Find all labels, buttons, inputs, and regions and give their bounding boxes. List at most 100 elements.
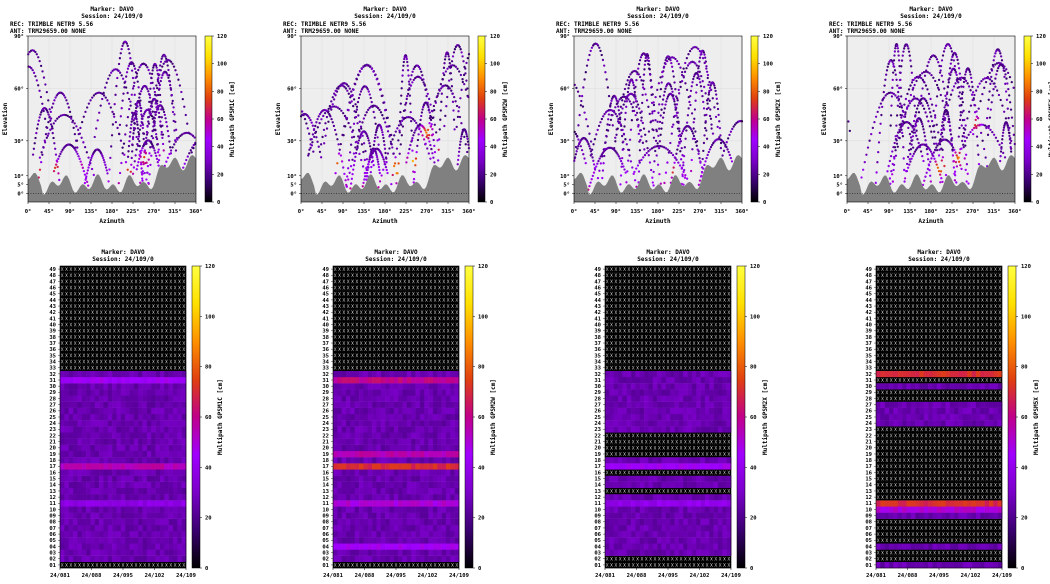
- skyplot-track-point: [650, 169, 652, 171]
- timeplot-cell: [116, 525, 121, 531]
- skyplot-track-point: [633, 84, 635, 86]
- skyplot-track-point: [113, 113, 115, 115]
- timeplot-cell: [125, 383, 130, 389]
- skyplot-track-point: [588, 133, 590, 135]
- skyplot-track-point: [88, 102, 90, 104]
- timeplot-cell: [130, 395, 135, 401]
- timeplot-cell: [112, 543, 117, 549]
- skyplot-track-point: [177, 79, 179, 81]
- skyplot-track-point: [938, 154, 940, 156]
- timeplot-cell: [103, 383, 108, 389]
- timeplot-cell: [82, 500, 87, 506]
- skyplot-track-point: [885, 94, 887, 96]
- skyplot-colorbar-tick-label: 100: [1036, 62, 1046, 68]
- skyplot-track-point: [399, 153, 401, 155]
- skyplot-track-point: [400, 143, 402, 145]
- timeplot-cell: [143, 519, 148, 525]
- skyplot-track-point: [137, 86, 139, 88]
- skyplot-track-point: [909, 84, 911, 86]
- timeplot-cell: [151, 389, 156, 395]
- skyplot-track-point: [1000, 55, 1002, 57]
- skyplot-track-point: [602, 115, 604, 117]
- timeplot-cell: [95, 395, 100, 401]
- timeplot-cell: [169, 383, 174, 389]
- skyplot-track-point: [132, 173, 134, 175]
- timeplot-cell: [82, 525, 87, 531]
- skyplot-track-point: [921, 72, 923, 74]
- skyplot-x-tick-label: 225°: [672, 209, 685, 215]
- timeplot-cell: [108, 537, 113, 543]
- skyplot-track-point: [401, 116, 403, 118]
- skyplot-track-point: [148, 173, 150, 175]
- skyplot-track-point: [582, 105, 584, 107]
- timeplot-cell: [60, 389, 65, 395]
- skyplot-track-point: [362, 165, 364, 167]
- skyplot-track-point: [440, 101, 442, 103]
- timeplot-prn-label: 04: [49, 544, 56, 550]
- timeplot-cell: [112, 395, 117, 401]
- skyplot-track-point: [645, 140, 647, 142]
- skyplot-track-point: [943, 87, 945, 89]
- timeplot-cell: [103, 432, 108, 438]
- skyplot-track-point: [85, 177, 87, 179]
- timeplot-cell: [160, 513, 165, 519]
- timeplot-prn-label: 42: [49, 310, 56, 316]
- skyplot-track-point: [622, 93, 624, 95]
- skyplot-track-point: [147, 120, 149, 122]
- skyplot-track-point: [358, 153, 360, 155]
- skyplot-track-point: [420, 115, 422, 117]
- timeplot-cell: [143, 395, 148, 401]
- skyplot-track-point: [53, 170, 55, 172]
- skyplot-track-point: [634, 91, 636, 93]
- skyplot-track-point: [118, 133, 120, 135]
- skyplot-track-point: [433, 109, 435, 111]
- skyplot-track-point: [453, 96, 455, 98]
- timeplot-cell: [64, 383, 69, 389]
- skyplot-track-point: [115, 121, 117, 123]
- skyplot-track-point: [956, 165, 958, 167]
- skyplot-track-point: [156, 69, 158, 71]
- timeplot-cell: [108, 494, 113, 500]
- timeplot-prn-label: 28: [49, 396, 56, 402]
- timeplot-cell: [121, 445, 126, 451]
- skyplot-track-point: [91, 168, 93, 170]
- skyplot-track-point: [337, 143, 339, 145]
- skyplot-track-point: [90, 159, 92, 161]
- timeplot-cell: [64, 494, 69, 500]
- skyplot-track-point: [368, 107, 370, 109]
- skyplot-track-point: [450, 78, 452, 80]
- skyplot-track-point: [321, 136, 323, 138]
- timeplot-cell: [108, 488, 113, 494]
- timeplot-cell: [134, 451, 139, 457]
- skyplot-track-point: [909, 55, 911, 57]
- timeplot-no-data-row: [60, 321, 186, 327]
- skyplot-track-point: [962, 86, 964, 88]
- skyplot-track-point: [950, 133, 952, 135]
- skyplot-colorbar-label: Multipath GPSM2W [cm]: [502, 81, 509, 157]
- skyplot-track-point: [715, 116, 717, 118]
- timeplot-cell: [99, 556, 104, 562]
- skyplot-track-point: [171, 63, 173, 65]
- skyplot-track-point: [693, 75, 695, 77]
- skyplot-track-point: [114, 103, 116, 105]
- skyplot-track-point: [929, 161, 931, 163]
- timeplot-cell: [82, 371, 87, 377]
- skyplot-track-point: [673, 116, 675, 118]
- timeplot-cell: [103, 556, 108, 562]
- skyplot-track-point: [41, 70, 43, 72]
- skyplot-track-point: [1004, 156, 1006, 158]
- skyplot-track-point: [681, 71, 683, 73]
- skyplot-track-point: [372, 160, 374, 162]
- timeplot-cell: [156, 519, 161, 525]
- skyplot-track-point: [727, 137, 729, 139]
- timeplot-cell: [177, 402, 182, 408]
- timeplot-cell: [99, 432, 104, 438]
- skyplot-track-point: [128, 145, 130, 147]
- skyplot-track-point: [936, 163, 938, 165]
- skyplot-track-point: [617, 105, 619, 107]
- timeplot-cell: [99, 543, 104, 549]
- skyplot-track-point: [359, 121, 361, 123]
- skyplot-track-point: [459, 144, 461, 146]
- skyplot-track-point: [702, 158, 704, 160]
- timeplot-cell: [69, 432, 74, 438]
